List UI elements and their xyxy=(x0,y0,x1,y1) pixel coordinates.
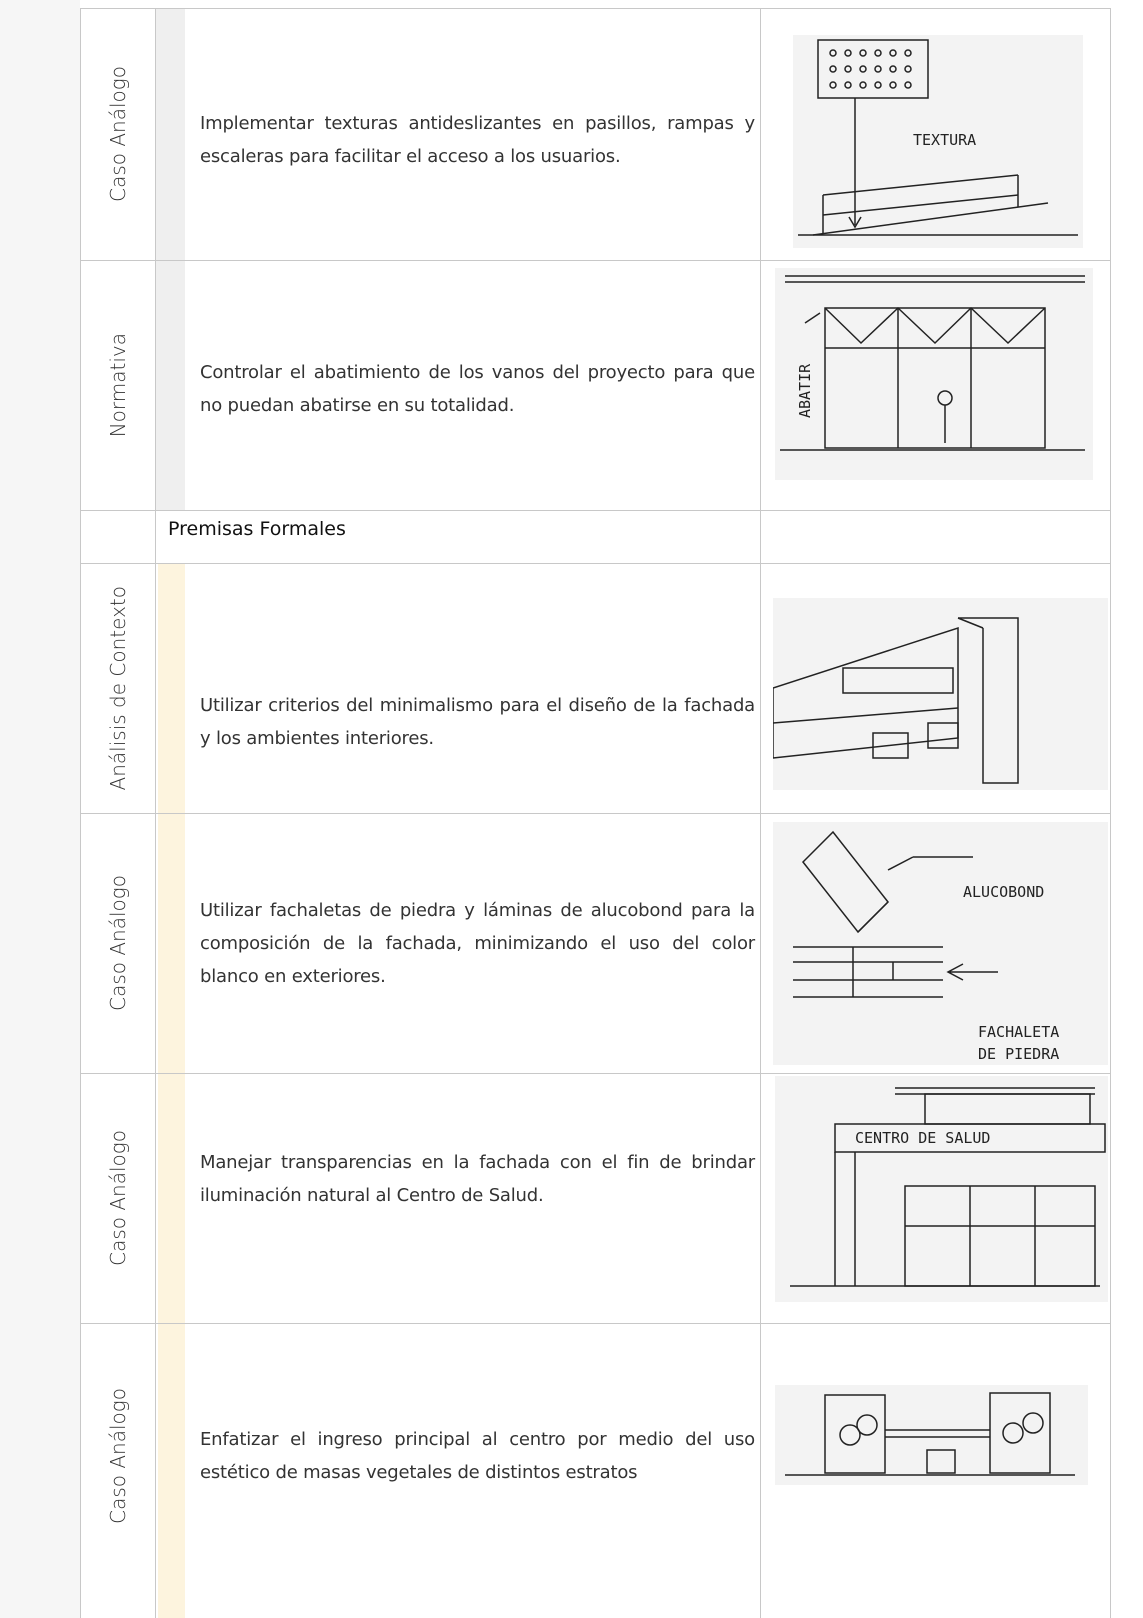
rule xyxy=(80,1323,1110,1324)
rule xyxy=(155,8,156,1618)
source-cell: Caso Análogo xyxy=(80,813,155,1073)
source: Caso Análogo xyxy=(105,1388,130,1524)
rule xyxy=(80,813,1110,814)
sketch: ABATIR xyxy=(775,268,1093,480)
source: Caso Análogo xyxy=(105,875,130,1011)
strip xyxy=(155,8,185,510)
premise: Implementar texturas antideslizantes en … xyxy=(200,113,755,167)
source-cell: Caso Análogo xyxy=(80,1073,155,1323)
source: Normativa xyxy=(105,332,130,438)
premise: Utilizar criterios del minimalismo para … xyxy=(200,695,755,749)
premise: Utilizar fachaletas de piedra y láminas … xyxy=(200,900,755,987)
section-header: Premisas Formales xyxy=(168,518,346,540)
source-cell: Caso Análogo xyxy=(80,8,155,260)
sketch: ALUCOBOND FACHALETA DE PIEDRA xyxy=(773,822,1108,1065)
source: Caso Análogo xyxy=(105,66,130,202)
sketch-label: CENTRO DE SALUD xyxy=(855,1129,990,1147)
rule xyxy=(80,8,1110,9)
sketch xyxy=(775,1385,1088,1485)
sketch xyxy=(773,598,1108,790)
source-cell: Caso Análogo xyxy=(80,1323,155,1589)
sketch: TEXTURA xyxy=(793,35,1083,248)
rule xyxy=(80,510,1110,511)
sketch-label: DE PIEDRA xyxy=(978,1045,1059,1063)
rule xyxy=(80,1073,1110,1074)
source-cell: Análisis de Contexto xyxy=(80,563,155,813)
premise: Enfatizar el ingreso principal al centro… xyxy=(200,1429,755,1483)
source: Caso Análogo xyxy=(105,1130,130,1266)
margin-column xyxy=(0,0,80,1618)
rule xyxy=(80,563,1110,564)
rule xyxy=(760,8,761,1618)
sketch-label: ABATIR xyxy=(796,363,814,418)
sketch-label: TEXTURA xyxy=(913,131,976,149)
premise: Controlar el abatimiento de los vanos de… xyxy=(200,362,755,416)
premise: Manejar transparencias en la fachada con… xyxy=(200,1152,755,1206)
sketch-label: ALUCOBOND xyxy=(963,883,1044,901)
strip xyxy=(158,563,185,1618)
sketch: CENTRO DE SALUD xyxy=(775,1076,1108,1302)
rule xyxy=(1110,8,1111,1618)
sketch-label: FACHALETA xyxy=(978,1023,1059,1041)
source: Análisis de Contexto xyxy=(105,585,130,791)
source-cell: Normativa xyxy=(80,260,155,510)
rule xyxy=(80,260,1110,261)
rule xyxy=(80,8,81,1618)
